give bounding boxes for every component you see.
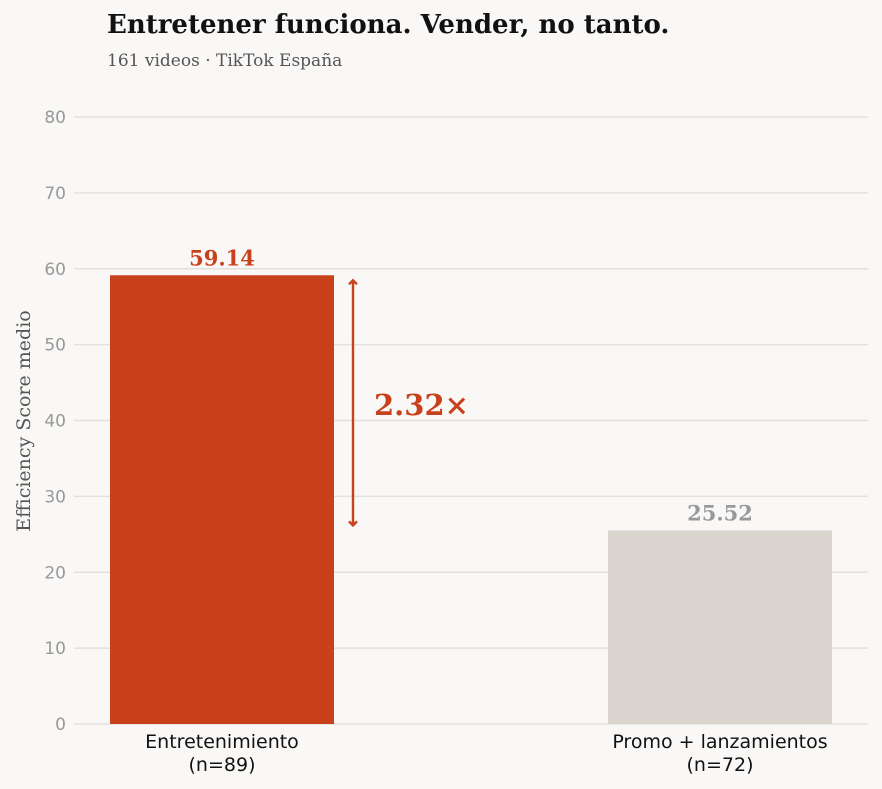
x-axis-labels: Entretenimiento(n=89) Promo + lanzamiento… <box>145 731 828 776</box>
bars: 59.14 25.52 <box>110 245 832 724</box>
ratio-label: 2.32× <box>374 388 469 422</box>
x-tick-label: Entretenimiento <box>145 731 299 753</box>
bar-value-label: 59.14 <box>189 245 255 270</box>
y-axis-ticks: 0 10 20 30 40 50 60 70 80 <box>44 108 66 735</box>
y-tick-label: 60 <box>44 260 66 280</box>
y-tick-label: 20 <box>44 563 66 583</box>
y-tick-label: 40 <box>44 412 66 432</box>
bar-value-label: 25.52 <box>687 500 753 525</box>
y-tick-label: 80 <box>44 108 66 128</box>
x-tick-sublabel: (n=72) <box>687 754 754 776</box>
bar-0 <box>110 275 334 724</box>
y-tick-label: 30 <box>44 487 66 507</box>
bar-1 <box>608 530 832 724</box>
x-tick-sublabel: (n=89) <box>189 754 256 776</box>
y-axis-label: Efficiency Score medio <box>13 310 35 531</box>
x-tick-label: Promo + lanzamientos <box>612 731 827 753</box>
chart-subtitle: 161 videos · TikTok España <box>107 51 343 71</box>
y-tick-label: 70 <box>44 184 66 204</box>
y-tick-label: 0 <box>55 715 66 735</box>
ratio-annotation: 2.32× <box>348 278 469 528</box>
chart-title: Entretener funciona. Vender, no tanto. <box>107 10 670 40</box>
y-tick-label: 50 <box>44 336 66 356</box>
y-tick-label: 10 <box>44 639 66 659</box>
